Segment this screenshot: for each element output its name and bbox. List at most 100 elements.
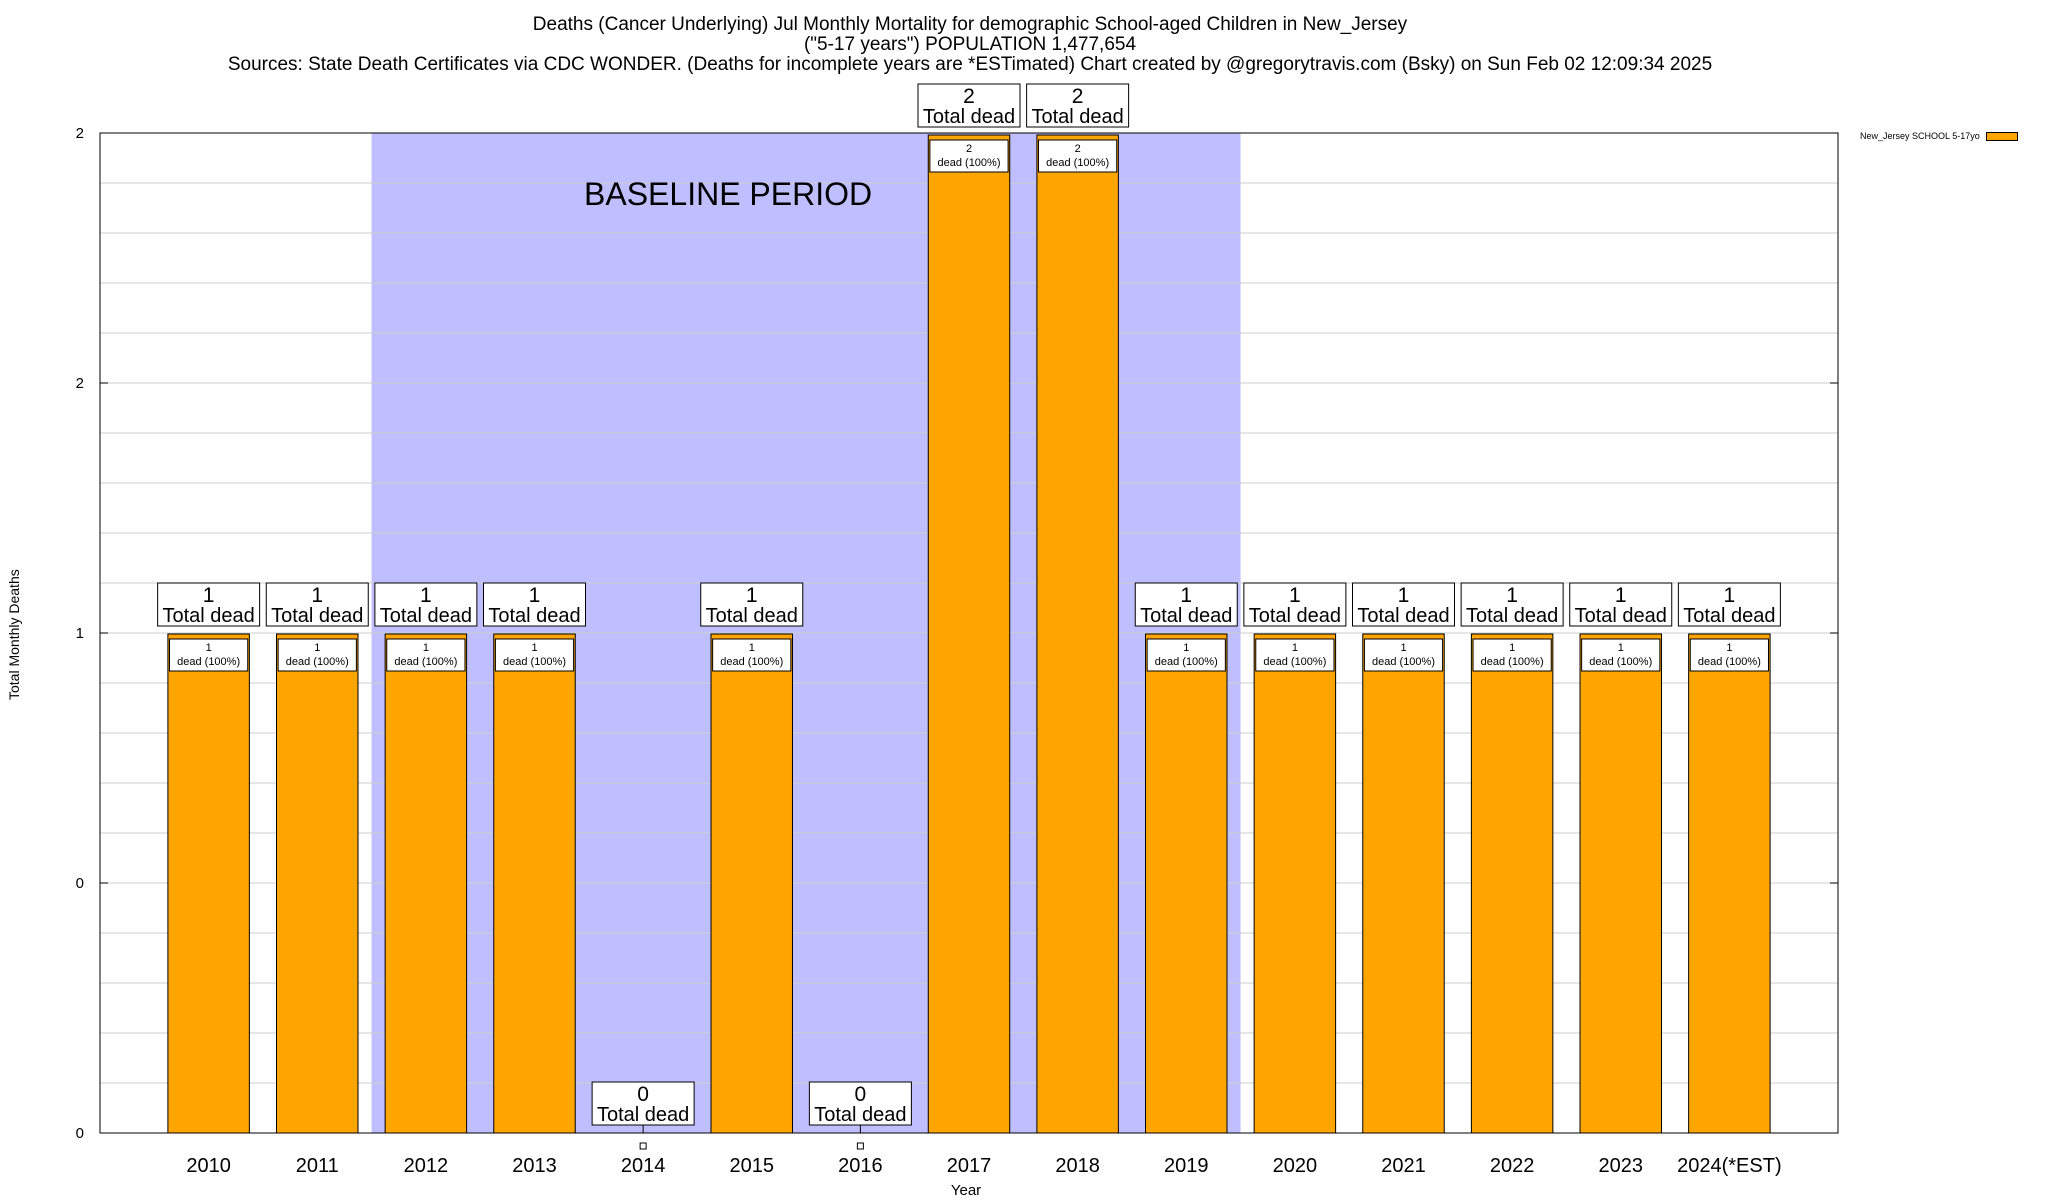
y-tick-label: 0 — [76, 875, 84, 892]
total-label-count: 1 — [1180, 584, 1192, 607]
bar — [710, 633, 793, 1134]
total-label-text: Total dead — [380, 605, 472, 627]
segment-label-text: dead (100%) — [1372, 656, 1435, 668]
segment-label-box — [712, 638, 792, 672]
total-label-box — [1134, 582, 1238, 627]
x-tick-label: 2017 — [947, 1155, 992, 1177]
total-label-count: 1 — [311, 584, 323, 607]
total-label-count: 1 — [1506, 584, 1518, 607]
total-label-text: Total dead — [597, 1104, 689, 1126]
segment-label-text: dead (100%) — [1046, 157, 1109, 169]
total-label-text: Total dead — [1140, 605, 1232, 627]
segment-label-text: dead (100%) — [177, 656, 240, 668]
total-label-count: 1 — [1615, 584, 1627, 607]
segment-label-count: 1 — [749, 642, 755, 654]
segment-label-box — [1363, 638, 1444, 672]
segment-label-box — [494, 638, 575, 672]
x-tick-label: 2021 — [1381, 1155, 1426, 1177]
total-label-text: Total dead — [271, 605, 363, 627]
segment-label-text: dead (100%) — [1589, 656, 1652, 668]
segment-label-box — [1581, 638, 1661, 672]
total-label-count: 1 — [1724, 584, 1736, 607]
total-label-box — [1243, 582, 1347, 627]
total-label-count: 1 — [529, 584, 541, 607]
segment-label-text: dead (100%) — [1481, 656, 1544, 668]
bar — [1579, 633, 1662, 1134]
segment-label-box — [929, 139, 1009, 173]
segment-label-text: dead (100%) — [1263, 656, 1326, 668]
total-label-text: Total dead — [706, 605, 798, 627]
x-tick-label: 2015 — [730, 1155, 775, 1177]
total-label-text: Total dead — [1357, 605, 1449, 627]
bar — [1362, 633, 1445, 1134]
bar — [1145, 633, 1228, 1134]
total-label-count: 2 — [963, 85, 975, 108]
legend-swatch — [1985, 132, 2018, 142]
total-label-box — [1569, 582, 1673, 627]
x-tick-label: 2022 — [1490, 1155, 1535, 1177]
total-label-text: Total dead — [488, 605, 580, 627]
segment-label-count: 1 — [1183, 642, 1189, 654]
segment-label-text: dead (100%) — [286, 656, 349, 668]
total-label-count: 0 — [637, 1083, 649, 1106]
total-label-count: 1 — [1398, 584, 1410, 607]
segment-label-count: 2 — [966, 143, 972, 155]
x-tick-label: 2013 — [512, 1155, 557, 1177]
x-tick-label: 2020 — [1273, 1155, 1318, 1177]
bar — [493, 633, 576, 1134]
total-label-text: Total dead — [1575, 605, 1667, 627]
total-label-box — [1460, 582, 1564, 627]
chart-title-line-3: Sources: State Death Certificates via CD… — [227, 54, 1713, 75]
segment-label-count: 1 — [1292, 642, 1298, 654]
total-label-count: 2 — [1072, 85, 1084, 108]
total-label-box — [157, 582, 261, 627]
segment-label-box — [386, 638, 466, 672]
segment-label-count: 1 — [531, 642, 537, 654]
legend-label: New_Jersey SCHOOL 5-17yo — [1860, 131, 1980, 141]
segment-label-text: dead (100%) — [1155, 656, 1218, 668]
baseline-period-label: BASELINE PERIOD — [584, 176, 872, 212]
y-tick-label: 2 — [76, 125, 84, 142]
total-label-text: Total dead — [1031, 106, 1123, 128]
segment-label-count: 1 — [1400, 642, 1406, 654]
total-label-count: 0 — [855, 1083, 867, 1106]
total-label-text: Total dead — [1466, 605, 1558, 627]
segment-label-text: dead (100%) — [503, 656, 566, 668]
x-axis-label: Year — [950, 1182, 982, 1199]
total-label-box — [1352, 582, 1455, 627]
total-label-box — [1026, 83, 1130, 128]
segment-label-count: 1 — [314, 642, 320, 654]
chart-title-line-2: ("5-17 years") POPULATION 1,477,654 — [803, 34, 1137, 55]
segment-label-box — [1689, 638, 1769, 672]
total-label-text: Total dead — [923, 106, 1015, 128]
x-tick-label: 2023 — [1599, 1155, 1644, 1177]
segment-label-box — [1472, 638, 1552, 672]
total-label-box — [700, 582, 804, 627]
x-tick-label: 2016 — [838, 1155, 883, 1177]
y-axis-label: Total Monthly Deaths — [6, 569, 22, 700]
total-label-text: Total dead — [1683, 605, 1775, 627]
total-label-box — [1677, 582, 1781, 627]
total-label-text: Total dead — [162, 605, 254, 627]
y-tick-label: 0 — [76, 1125, 84, 1142]
total-label-count: 1 — [1289, 584, 1301, 607]
total-label-box — [591, 1081, 695, 1126]
total-label-box — [265, 582, 369, 627]
segment-label-count: 2 — [1075, 143, 1081, 155]
total-label-box — [374, 582, 478, 627]
bar — [384, 633, 468, 1134]
segment-label-text: dead (100%) — [938, 157, 1001, 169]
x-tick-label: 2014 — [621, 1155, 666, 1177]
zero-marker — [639, 1142, 647, 1150]
bar — [1470, 633, 1554, 1134]
total-label-count: 1 — [420, 584, 432, 607]
x-tick-label: 2024(*EST) — [1677, 1155, 1782, 1177]
bar — [1253, 633, 1337, 1134]
segment-label-box — [169, 638, 249, 672]
segment-label-box — [1146, 638, 1226, 672]
segment-label-count: 1 — [206, 642, 212, 654]
segment-label-text: dead (100%) — [1698, 656, 1761, 668]
total-label-box — [483, 582, 586, 627]
x-tick-label: 2018 — [1055, 1155, 1100, 1177]
segment-label-text: dead (100%) — [394, 656, 457, 668]
